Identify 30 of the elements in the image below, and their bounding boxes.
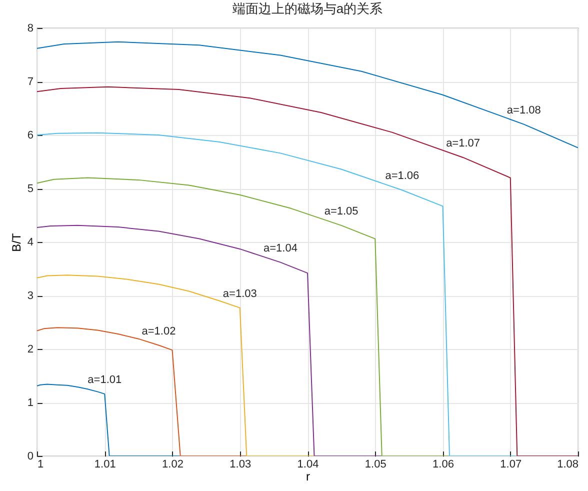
y-tick-label: 7 bbox=[27, 76, 34, 88]
x-tick-label: 1.04 bbox=[297, 458, 319, 470]
x-tick-label: 1.01 bbox=[94, 458, 116, 470]
y-tick-label: 8 bbox=[27, 22, 34, 34]
x-tick-label: 1.06 bbox=[432, 458, 454, 470]
annotation: a=1.04 bbox=[263, 242, 298, 254]
y-tick-label: 3 bbox=[27, 290, 34, 302]
annotation: a=1.08 bbox=[506, 104, 541, 116]
y-tick-label: 6 bbox=[27, 130, 34, 142]
y-tick-label: 5 bbox=[27, 183, 34, 195]
annotation: a=1.05 bbox=[324, 205, 358, 218]
x-tick-label: 1.02 bbox=[162, 458, 184, 470]
y-tick-label: 1 bbox=[27, 397, 34, 409]
y-tick-label: 0 bbox=[27, 450, 34, 462]
x-tick-label: 1.05 bbox=[364, 458, 386, 470]
x-tick-label: 1.07 bbox=[500, 458, 522, 470]
line-series bbox=[37, 41, 578, 148]
annotation: a=1.02 bbox=[142, 325, 176, 338]
x-tick-label: 1.03 bbox=[230, 458, 252, 470]
x-tick-label: 1 bbox=[38, 458, 44, 470]
x-tick-label: 1.08 bbox=[557, 458, 578, 470]
annotation: a=1.06 bbox=[385, 170, 420, 182]
y-tick-label: 2 bbox=[27, 344, 34, 356]
annotation: a=1.03 bbox=[222, 288, 257, 300]
y-axis-title: B/T bbox=[9, 232, 24, 252]
x-axis-title: r bbox=[306, 470, 310, 484]
annotation: a=1.01 bbox=[88, 374, 122, 386]
y-tick-label: 4 bbox=[27, 236, 34, 248]
chart-title: 端面边上的磁场与a的关系 bbox=[232, 1, 383, 16]
annotation: a=1.07 bbox=[446, 137, 480, 150]
